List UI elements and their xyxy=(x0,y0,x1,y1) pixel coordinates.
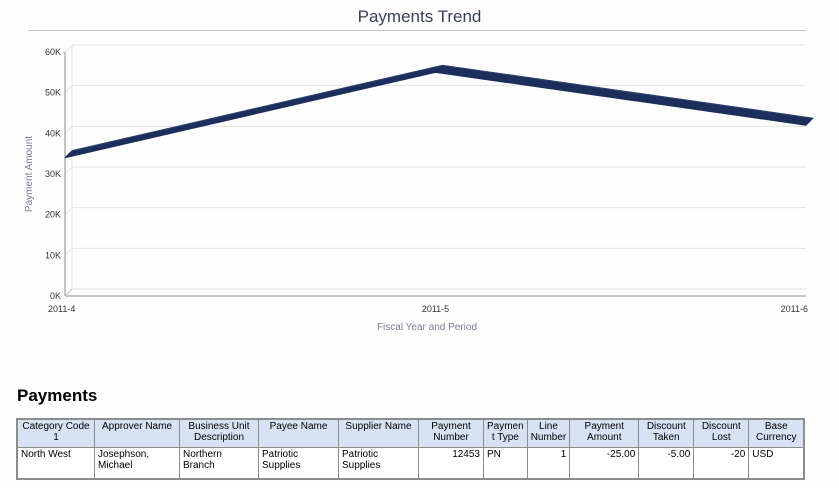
chart-title: Payments Trend xyxy=(357,7,482,26)
gridline-depth xyxy=(64,85,73,94)
gridline-depth xyxy=(64,247,73,256)
column-header[interactable]: Category Code 1 xyxy=(18,420,95,448)
table-cell: 1 xyxy=(528,448,571,478)
x-tick-label: 2011-6 xyxy=(781,304,808,314)
x-tick-label: 2011-4 xyxy=(48,304,75,314)
column-header[interactable]: Payment Number xyxy=(419,420,484,448)
y-axis-title: Payment Amount xyxy=(24,136,35,212)
table-row: North West Josephson, Michael Northern B… xyxy=(18,448,803,478)
series-ribbon xyxy=(64,64,814,159)
column-header[interactable]: Supplier Name xyxy=(339,420,419,448)
table-cell: 12453 xyxy=(419,448,484,478)
x-axis-title: Fiscal Year and Period xyxy=(377,322,477,333)
data-point xyxy=(438,68,440,70)
data-point xyxy=(68,153,69,155)
table-cell: -5.00 xyxy=(639,448,695,478)
column-header[interactable]: Discount Taken xyxy=(639,420,695,448)
y-tick-label: 30K xyxy=(45,169,61,179)
y-tick-label: 50K xyxy=(45,88,61,98)
floor-edge xyxy=(64,288,73,297)
gridlines xyxy=(64,44,806,297)
table-cell: North West xyxy=(18,448,95,478)
table-cell: Patriotic Supplies xyxy=(259,448,339,478)
table-cell: -25.00 xyxy=(570,448,640,478)
gridline-depth xyxy=(64,166,73,175)
y-tick-label: 20K xyxy=(45,210,61,220)
table-cell: USD xyxy=(752,449,774,460)
column-header[interactable]: Base Currency xyxy=(749,420,804,448)
data-point xyxy=(809,121,810,123)
series-layer xyxy=(64,64,814,159)
column-header[interactable]: Approver Name xyxy=(95,420,180,448)
gridline-depth xyxy=(64,125,73,134)
table-cell: Josephson, Michael xyxy=(95,448,180,478)
column-header[interactable]: Paymen t Type xyxy=(484,420,528,448)
title-divider xyxy=(28,30,806,31)
column-header[interactable]: Payee Name xyxy=(259,420,339,448)
x-tick-label: 2011-5 xyxy=(422,304,449,314)
table-cell: Northern Branch xyxy=(180,448,259,478)
table-cell: -20 xyxy=(694,448,750,478)
gridline-depth xyxy=(64,44,73,53)
y-tick-label: 60K xyxy=(45,47,61,57)
y-tick-label: 10K xyxy=(45,250,61,260)
y-axis: 0K 10K 20K 30K 40K 50K 60K xyxy=(45,47,66,301)
table-header-row: Category Code 1 Approver Name Business U… xyxy=(18,420,804,448)
table-cell: Patriotic Supplies xyxy=(339,448,419,478)
table-cell: PN xyxy=(484,448,528,478)
y-tick-label: 0K xyxy=(50,291,61,301)
y-tick-label: 40K xyxy=(45,128,61,138)
payments-table: Category Code 1 Approver Name Business U… xyxy=(16,418,806,480)
column-header[interactable]: Business Unit Description xyxy=(180,420,259,448)
gridline-depth xyxy=(64,207,73,216)
column-header[interactable]: Discount Lost xyxy=(694,420,750,448)
x-axis: 2011-4 2011-5 2011-6 xyxy=(48,288,808,314)
column-header[interactable]: Payment Amount xyxy=(570,420,640,448)
column-header[interactable]: Line Number xyxy=(527,420,571,448)
series-line xyxy=(71,64,814,152)
payments-section-title: Payments xyxy=(17,386,98,405)
